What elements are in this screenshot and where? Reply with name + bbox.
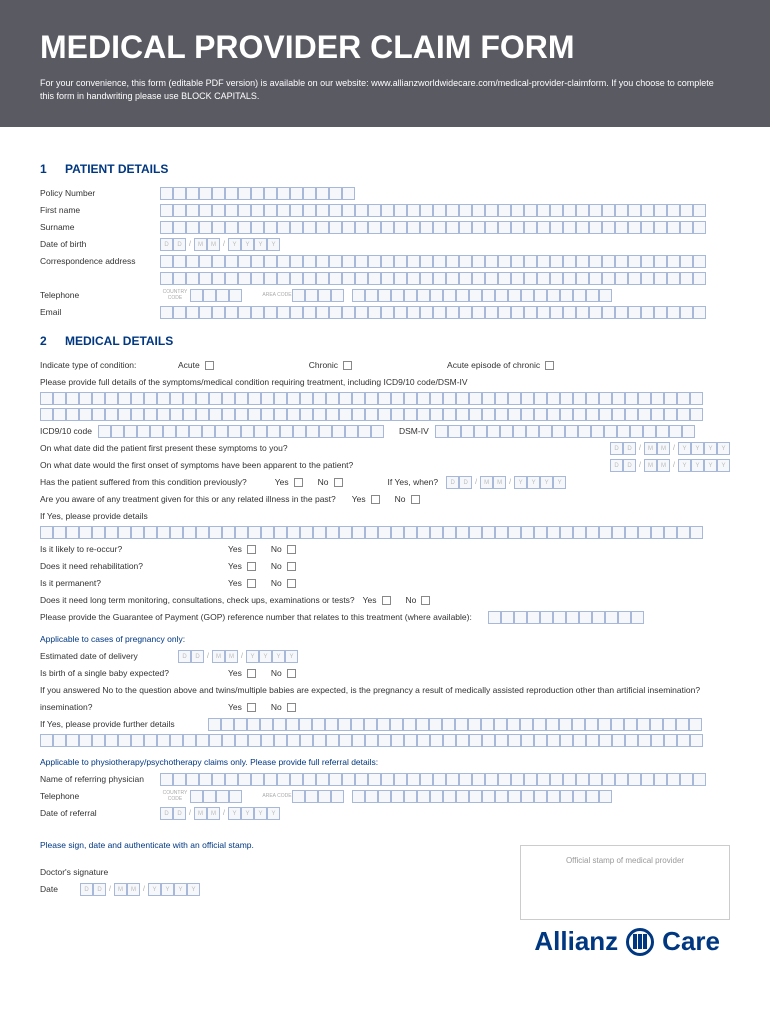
permanent-row: Is it permanent? Yes No [40, 576, 730, 590]
policy-number-row: Policy Number [40, 186, 730, 200]
dob-input[interactable]: DD/MM/YYYY [160, 238, 280, 251]
prev-when-date[interactable]: DD/MM/YYYY [446, 476, 566, 489]
stamp-box: Official stamp of medical provider [520, 845, 730, 920]
perm-no[interactable] [287, 579, 296, 588]
referral-date-row: Date of referral DD/MM/YYYY [40, 806, 730, 820]
rehab-row: Does it need rehabilitation? Yes No [40, 559, 730, 573]
reoccur-no[interactable] [287, 545, 296, 554]
tel-area-input[interactable] [292, 289, 344, 302]
delivery-date-row: Estimated date of delivery DD/MM/YYYY [40, 649, 730, 663]
first-name-input[interactable] [160, 204, 706, 217]
physio-tel-num[interactable] [352, 790, 612, 803]
physio-tel-area[interactable] [292, 790, 344, 803]
further-details-row: If Yes, please provide further details [40, 717, 730, 731]
single-no[interactable] [287, 669, 296, 678]
physio-tel-country[interactable] [190, 790, 242, 803]
monitoring-row: Does it need long term monitoring, consu… [40, 593, 730, 607]
email-row: Email [40, 305, 730, 319]
insem-yes[interactable] [247, 703, 256, 712]
symptoms-input-1[interactable] [40, 392, 730, 405]
first-present-row: On what date did the patient first prese… [40, 441, 730, 455]
allianz-icon [626, 928, 654, 956]
form-header: MEDICAL PROVIDER CLAIM FORM For your con… [0, 0, 770, 127]
insem-no[interactable] [287, 703, 296, 712]
acute-checkbox[interactable] [205, 361, 214, 370]
brand-logo: Allianz Care [40, 926, 730, 957]
pregnancy-heading: Applicable to cases of pregnancy only: [40, 634, 730, 644]
section-2-title: 2 MEDICAL DETAILS [40, 334, 730, 348]
address-input[interactable] [160, 255, 706, 268]
physician-input[interactable] [160, 773, 706, 786]
condition-type-row: Indicate type of condition: Acute Chroni… [40, 358, 730, 372]
further-details-input[interactable] [208, 718, 702, 731]
tel-number-input[interactable] [352, 289, 612, 302]
single-yes[interactable] [247, 669, 256, 678]
form-subtitle: For your convenience, this form (editabl… [40, 77, 730, 102]
physician-row: Name of referring physician [40, 772, 730, 786]
reoccur-row: Is it likely to re-occur? Yes No [40, 542, 730, 556]
single-baby-row: Is birth of a single baby expected? Yes … [40, 666, 730, 680]
insemination-row: insemination? Yes No [40, 700, 730, 714]
further-details-input-2[interactable] [40, 734, 730, 747]
delivery-date-input[interactable]: DD/MM/YYYY [178, 650, 298, 663]
aware-row: Are you aware of any treatment given for… [40, 492, 730, 506]
perm-yes[interactable] [247, 579, 256, 588]
acute-chronic-checkbox[interactable] [545, 361, 554, 370]
symptoms-input-2[interactable] [40, 408, 730, 421]
icd-row: ICD9/10 code DSM-IV [40, 424, 730, 438]
icd-input[interactable] [98, 425, 384, 438]
email-input[interactable] [160, 306, 706, 319]
address-input-2[interactable] [160, 272, 706, 285]
policy-number-input[interactable] [160, 187, 355, 200]
aware-yes[interactable] [371, 495, 380, 504]
first-onset-date[interactable]: DD/MM/YYYY [610, 459, 730, 472]
dob-row: Date of birth DD/MM/YYYY [40, 237, 730, 251]
referral-date-input[interactable]: DD/MM/YYYY [160, 807, 280, 820]
first-onset-row: On what date would the first onset of sy… [40, 458, 730, 472]
prev-yes[interactable] [294, 478, 303, 487]
form-title: MEDICAL PROVIDER CLAIM FORM [40, 30, 730, 65]
mon-yes[interactable] [382, 596, 391, 605]
physio-heading: Applicable to physiotherapy/psychotherap… [40, 757, 730, 767]
chronic-checkbox[interactable] [343, 361, 352, 370]
first-present-date[interactable]: DD/MM/YYYY [610, 442, 730, 455]
suffered-prev-row: Has the patient suffered from this condi… [40, 475, 730, 489]
surname-input[interactable] [160, 221, 706, 234]
rehab-yes[interactable] [247, 562, 256, 571]
physio-tel-row: Telephone COUNTRY CODE AREA CODE [40, 789, 730, 803]
first-name-row: First name [40, 203, 730, 217]
address-row-2 [40, 271, 730, 285]
details-input[interactable] [40, 526, 730, 539]
sig-date-row: Date DD/MM/YYYY [40, 882, 520, 896]
surname-row: Surname [40, 220, 730, 234]
aware-no[interactable] [411, 495, 420, 504]
rehab-no[interactable] [287, 562, 296, 571]
prev-no[interactable] [334, 478, 343, 487]
reoccur-yes[interactable] [247, 545, 256, 554]
section-1-title: 1 PATIENT DETAILS [40, 162, 730, 176]
dsm-input[interactable] [435, 425, 695, 438]
gop-row: Please provide the Guarantee of Payment … [40, 610, 730, 624]
mon-no[interactable] [421, 596, 430, 605]
sig-date-input[interactable]: DD/MM/YYYY [80, 883, 200, 896]
tel-country-input[interactable] [190, 289, 242, 302]
gop-input[interactable] [488, 611, 644, 624]
address-row: Correspondence address [40, 254, 730, 268]
telephone-row: Telephone COUNTRY CODE AREA CODE [40, 288, 730, 302]
